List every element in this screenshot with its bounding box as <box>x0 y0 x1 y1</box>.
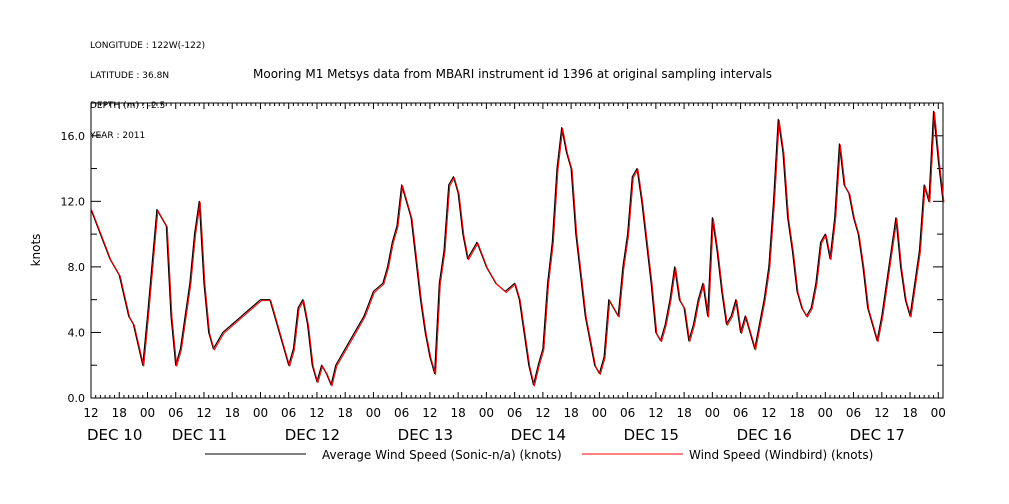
legend-label-windbird: Wind Speed (Windbird) (knots) <box>689 448 873 462</box>
longitude-label: LONGITUDE : 122W(-122) <box>90 41 206 51</box>
hour-tick-label: 06 <box>733 406 748 420</box>
hour-tick-label: 00 <box>140 406 155 420</box>
hour-tick-label: 18 <box>563 406 578 420</box>
hour-tick-label: 00 <box>592 406 607 420</box>
y-tick-label: 16.0 <box>61 130 86 143</box>
hour-tick-label: 12 <box>309 406 324 420</box>
hour-tick-label: 18 <box>112 406 127 420</box>
hour-tick-label: 18 <box>676 406 691 420</box>
hour-tick-label: 12 <box>83 406 98 420</box>
hour-tick-label: 18 <box>225 406 240 420</box>
hour-tick-label: 06 <box>507 406 522 420</box>
hour-tick-label: 00 <box>818 406 833 420</box>
hour-tick-label: 00 <box>479 406 494 420</box>
hour-tick-label: 12 <box>761 406 776 420</box>
day-label: DEC 12 <box>285 426 340 444</box>
hour-tick-label: 00 <box>931 406 946 420</box>
hour-tick-label: 12 <box>196 406 211 420</box>
day-label: DEC 10 <box>87 426 142 444</box>
hour-tick-label: 06 <box>281 406 296 420</box>
axis-ticks <box>90 103 944 399</box>
series-layer <box>90 110 945 387</box>
hour-tick-label: 18 <box>902 406 917 420</box>
hour-tick-label: 18 <box>789 406 804 420</box>
hour-tick-label: 18 <box>338 406 353 420</box>
day-label: DEC 15 <box>624 426 679 444</box>
y-tick-label: 0.0 <box>68 392 86 405</box>
series-windbird-line <box>91 111 945 387</box>
hour-tick-label: 00 <box>705 406 720 420</box>
legend: Average Wind Speed (Sonic-n/a) (knots) Wi… <box>205 448 873 462</box>
hour-tick-label: 06 <box>846 406 861 420</box>
chart-title: Mooring M1 Metsys data from MBARI instru… <box>253 67 772 81</box>
hour-tick-label: 00 <box>253 406 268 420</box>
y-tick-label: 4.0 <box>68 326 86 339</box>
hour-tick-label: 18 <box>451 406 466 420</box>
y-axis-label: knots <box>29 234 43 267</box>
axis-labels: 0.0 4.0 8.0 12.0 16.0 knots 12 18 00 06 12 18 00 06 12… <box>29 130 946 444</box>
hour-tick-label: 00 <box>366 406 381 420</box>
hour-tick-label: 12 <box>535 406 550 420</box>
hour-tick-label: 06 <box>168 406 183 420</box>
day-label: DEC 13 <box>398 426 453 444</box>
day-label: DEC 16 <box>737 426 792 444</box>
hour-tick-label: 06 <box>394 406 409 420</box>
hour-tick-label: 12 <box>648 406 663 420</box>
plot-frame <box>90 102 944 399</box>
day-label: DEC 17 <box>850 426 905 444</box>
y-tick-label: 12.0 <box>61 195 86 208</box>
day-label: DEC 11 <box>172 426 227 444</box>
latitude-label: LATITUDE : 36.8N <box>90 71 170 81</box>
plot-border <box>90 102 944 399</box>
legend-label-average: Average Wind Speed (Sonic-n/a) (knots) <box>322 448 562 462</box>
day-label: DEC 14 <box>511 426 566 444</box>
hour-tick-label: 06 <box>620 406 635 420</box>
y-tick-label: 8.0 <box>68 261 86 274</box>
year-label: YEAR : 2011 <box>90 131 146 141</box>
hour-tick-label: 12 <box>422 406 437 420</box>
series-average-wind-line <box>90 110 944 386</box>
hour-tick-label: 12 <box>874 406 889 420</box>
